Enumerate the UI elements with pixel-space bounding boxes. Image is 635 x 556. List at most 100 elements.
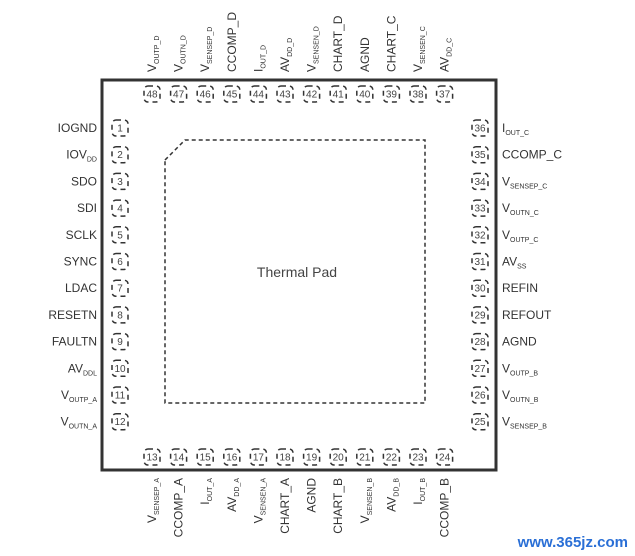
pin-number-27: 27 <box>474 364 486 375</box>
pin-name: CCOMP_D <box>225 12 239 72</box>
pin-marker-20 <box>329 448 347 466</box>
pin-marker-42 <box>302 85 321 103</box>
pin-marker-33 <box>471 199 489 217</box>
pin-marker-44 <box>249 85 268 103</box>
pin-marker-25 <box>471 412 489 431</box>
pin-number-15: 15 <box>200 453 212 464</box>
pin-label-33: VOUTN_C <box>502 201 539 217</box>
pin-number-17: 17 <box>253 453 265 464</box>
pin-label-47: VOUTN_D <box>172 35 188 72</box>
pin-marker-41 <box>329 85 347 103</box>
pin-label-39: CHART_C <box>384 15 398 72</box>
pin-name: V <box>251 515 265 523</box>
pin-number-35: 35 <box>474 150 486 161</box>
pin-marker-3 <box>111 172 129 191</box>
pin-number-39: 39 <box>386 90 398 101</box>
pin-number-37: 37 <box>439 90 451 101</box>
pin-number-25: 25 <box>474 417 486 428</box>
pin-marker-35 <box>471 145 489 164</box>
pin-subscript: DD_C <box>447 38 454 57</box>
pin-number-29: 29 <box>474 310 486 321</box>
pin-name: I <box>411 501 425 504</box>
pin-marker-7 <box>111 279 129 297</box>
pin-number-18: 18 <box>279 453 291 464</box>
pin-number-44: 44 <box>253 90 265 101</box>
pin-subscript: OUTN_B <box>510 397 539 404</box>
pin-number-6: 6 <box>117 257 123 268</box>
pin-number-10: 10 <box>114 364 126 375</box>
pin-marker-21 <box>356 448 374 466</box>
pin-label-25: VSENSEP_B <box>502 415 547 431</box>
pin-marker-22 <box>382 448 401 466</box>
pin-name: AGND <box>358 37 372 72</box>
pin-marker-31 <box>471 252 489 271</box>
pin-name: V <box>502 361 510 375</box>
pin-label-12: VOUTN_A <box>61 415 98 431</box>
pin-number-3: 3 <box>117 177 123 188</box>
pin-name: AV <box>68 361 83 375</box>
pin-number-43: 43 <box>279 90 291 101</box>
pin-name: SDO <box>71 174 97 188</box>
pin-subscript: OUT_C <box>505 130 529 137</box>
pin-label-6: SYNC <box>64 255 98 269</box>
pin-label-11: VOUTP_A <box>61 388 97 404</box>
pin-label-15: IOUT_A <box>198 478 214 505</box>
pin-name: V <box>61 415 69 429</box>
pin-marker-47 <box>169 85 188 103</box>
pin-label-36: IOUT_C <box>502 121 529 137</box>
pin-label-14: CCOMP_A <box>172 478 186 537</box>
pin-label-41: CHART_D <box>331 15 345 72</box>
thermal-pad-label: Thermal Pad <box>257 264 337 280</box>
pin-number-48: 48 <box>146 90 158 101</box>
pin-number-4: 4 <box>117 204 123 215</box>
pin-number-13: 13 <box>146 453 158 464</box>
pin-marker-13 <box>143 448 161 466</box>
pin-marker-12 <box>111 412 129 431</box>
pin-marker-4 <box>111 199 129 217</box>
pin-label-31: AVSS <box>502 255 527 271</box>
pin-marker-8 <box>111 306 129 324</box>
pin-subscript: OUT_A <box>207 478 214 502</box>
pin-name: CHART_B <box>331 478 345 534</box>
pin-marker-17 <box>249 448 268 466</box>
pin-marker-36 <box>471 119 489 137</box>
pin-number-33: 33 <box>474 204 486 215</box>
watermark: www.365jz.com <box>517 534 628 551</box>
pin-subscript: SENSEP_B <box>510 424 547 431</box>
pin-name: V <box>502 174 510 188</box>
pin-number-19: 19 <box>306 453 318 464</box>
pin-name: AGND <box>502 335 537 349</box>
pin-number-30: 30 <box>474 284 486 295</box>
pin-label-28: AGND <box>502 335 537 349</box>
thermal-pad-outline <box>164 139 426 404</box>
pin-name: CHART_D <box>331 15 345 72</box>
pin-name: CCOMP_C <box>502 148 562 162</box>
pin-label-8: RESETN <box>48 308 97 322</box>
pin-label-37: AVDD_C <box>438 38 454 72</box>
pin-marker-15 <box>196 448 214 466</box>
pin-marker-34 <box>471 172 489 191</box>
pin-marker-19 <box>302 448 321 466</box>
pin-label-45: CCOMP_D <box>225 12 239 72</box>
pin-name: SCLK <box>66 228 97 242</box>
pin-marker-16 <box>223 448 241 466</box>
pin-label-9: FAULTN <box>52 335 97 349</box>
pin-marker-32 <box>471 226 489 244</box>
pin-name: V <box>502 201 510 215</box>
pin-name: V <box>61 388 69 402</box>
pin-marker-48 <box>143 85 161 103</box>
pin-number-42: 42 <box>306 90 318 101</box>
pin-number-41: 41 <box>333 90 345 101</box>
pin-name: CCOMP_B <box>438 478 452 537</box>
pin-name: REFIN <box>502 281 538 295</box>
pin-label-2: IOVDD <box>66 148 97 164</box>
pin-label-20: CHART_B <box>331 478 345 534</box>
pin-label-42: VSENSEN_D <box>305 26 321 72</box>
pin-number-24: 24 <box>439 453 451 464</box>
pin-name: SYNC <box>64 255 98 269</box>
pin-subscript: SENSEN_A <box>260 478 267 516</box>
pin-label-21: VSENSEN_B <box>358 478 374 524</box>
pin-number-11: 11 <box>115 391 126 402</box>
